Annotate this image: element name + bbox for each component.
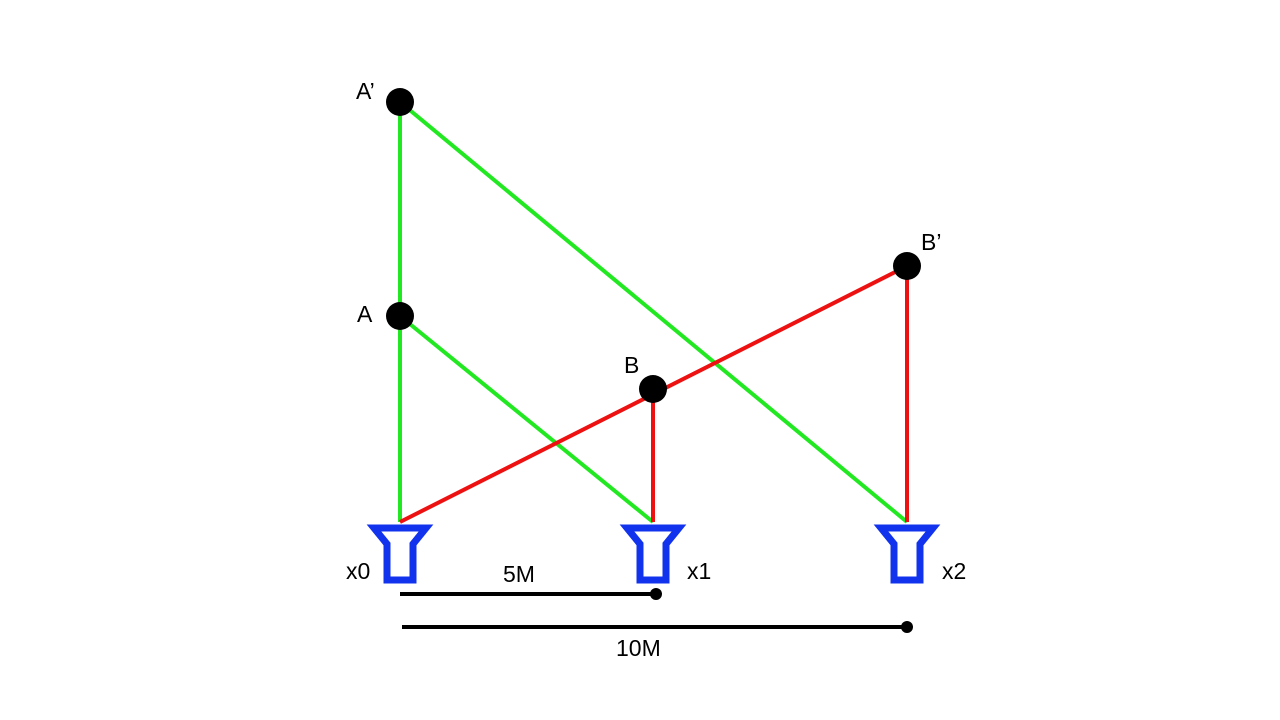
label-x0: x0 (346, 558, 370, 584)
point-a (386, 302, 414, 330)
scale-label-short: 5M (503, 561, 535, 587)
label-a: A (357, 301, 373, 327)
point-b-prime (893, 252, 921, 280)
sensor-x1-icon (619, 524, 687, 584)
point-a-prime (386, 88, 414, 116)
label-b: B (624, 352, 639, 378)
label-b-prime: B’ (921, 229, 941, 255)
sensor-x0-icon (366, 524, 434, 584)
label-x2: x2 (942, 558, 966, 584)
sensor-x2-icon (873, 524, 941, 584)
green-ray-aprime-x2 (398, 100, 909, 524)
scale-label-long: 10M (616, 635, 661, 661)
green-ray-a-x1 (398, 314, 655, 524)
scale-bar-short-end (650, 588, 662, 600)
point-b (639, 375, 667, 403)
label-a-prime: A’ (356, 78, 375, 104)
label-x1: x1 (687, 558, 711, 584)
scale-bar-long-end (901, 621, 913, 633)
